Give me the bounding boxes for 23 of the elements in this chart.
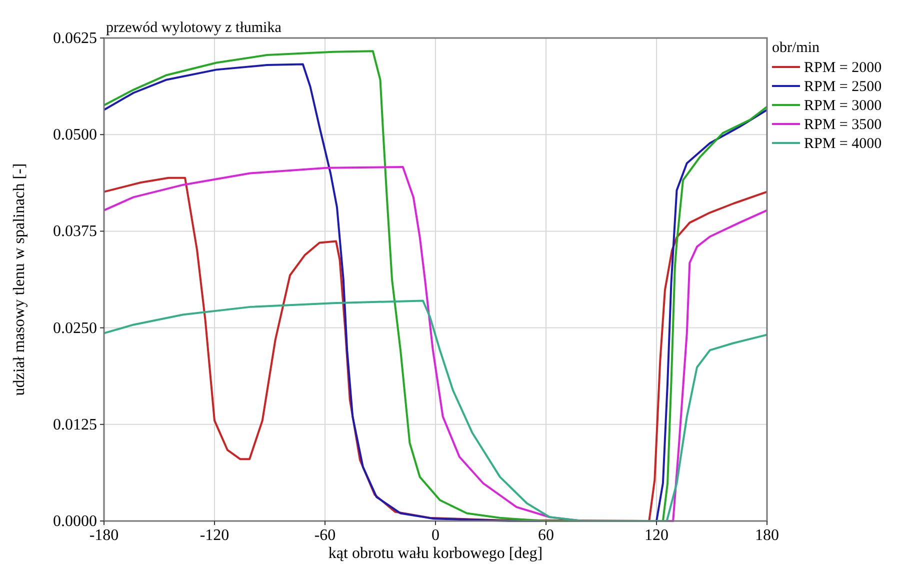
chart-title: przewód wylotowy z tłumika [106, 20, 282, 36]
x-tick-label: 0 [432, 527, 440, 544]
legend-label: RPM = 3500 [804, 117, 882, 133]
y-tick-label: 0.0375 [53, 223, 97, 240]
x-axis-title: kąt obrotu wału korbowego [deg] [328, 545, 543, 562]
x-tick-label: -60 [314, 527, 336, 544]
y-tick-label: 0.0625 [53, 30, 97, 47]
y-tick-label: 0.0250 [53, 320, 97, 337]
y-axis-title: udział masowy tlenu w spalinach [-] [11, 163, 28, 396]
legend-label: RPM = 2000 [804, 60, 882, 76]
x-tick-label: 60 [538, 527, 554, 544]
y-tick-label: 0.0500 [53, 126, 97, 144]
x-tick-label: -120 [200, 527, 230, 544]
x-tick-label: 120 [644, 527, 668, 544]
legend-label: RPM = 3000 [804, 98, 882, 114]
legend-label: RPM = 2500 [804, 79, 882, 95]
y-tick-label: 0.0125 [53, 416, 97, 434]
y-tick-label: 0.0000 [53, 513, 97, 530]
x-tick-label: -180 [89, 527, 119, 544]
legend-title: obr/min [772, 40, 820, 56]
line-series [103, 300, 768, 522]
legend-label: RPM = 4000 [804, 136, 882, 152]
x-tick-label: 180 [755, 527, 779, 544]
